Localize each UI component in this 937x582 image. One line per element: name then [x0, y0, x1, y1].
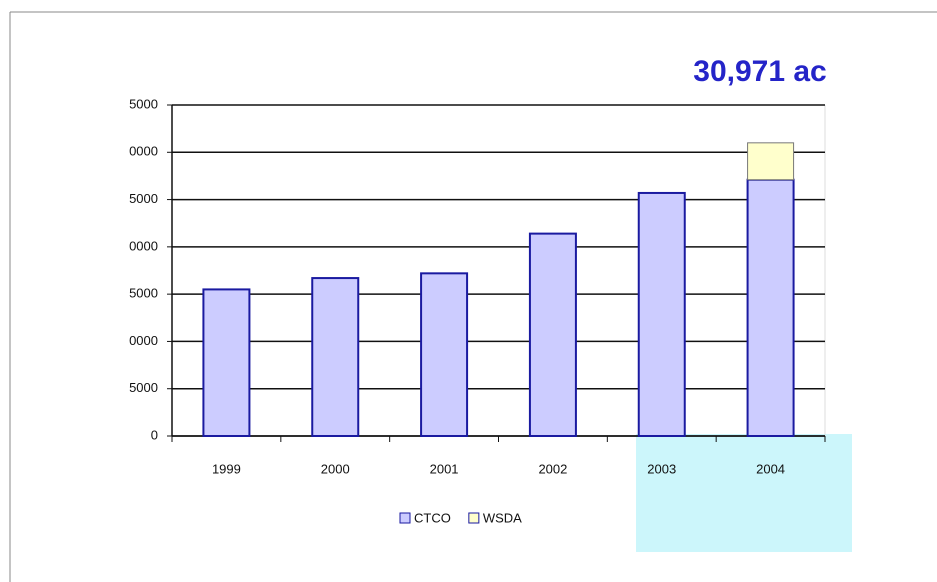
highlight: [636, 434, 852, 552]
legend-label: CTCO: [414, 510, 451, 525]
y-tick-label: 0000: [129, 333, 158, 348]
x-tick-label: 2004: [756, 461, 785, 476]
y-tick-label: 5000: [129, 286, 158, 301]
x-tick-label: 2000: [321, 461, 350, 476]
y-tick-label: 5000: [129, 380, 158, 395]
x-tick-label: 2003: [647, 461, 676, 476]
bar: [528, 232, 577, 437]
x-tick-label: 2001: [430, 461, 459, 476]
legend-swatch: [468, 512, 480, 524]
y-tick-label: 0000: [129, 238, 158, 253]
bar: [637, 191, 686, 437]
legend-swatch: [399, 512, 411, 524]
legend-label: WSDA: [483, 510, 522, 525]
y-tick-label: 0000: [129, 144, 158, 159]
x-tick-label: 2002: [538, 461, 567, 476]
bar: [746, 178, 795, 437]
bar: [202, 288, 251, 437]
annotation: 30,971 ac: [693, 55, 826, 88]
bar: [420, 272, 469, 437]
y-tick-label: 0: [151, 427, 158, 442]
bar: [311, 277, 360, 437]
bar: [747, 142, 795, 181]
y-tick-label: 5000: [129, 191, 158, 206]
y-tick-label: 5000: [129, 96, 158, 111]
x-tick-label: 1999: [212, 461, 241, 476]
